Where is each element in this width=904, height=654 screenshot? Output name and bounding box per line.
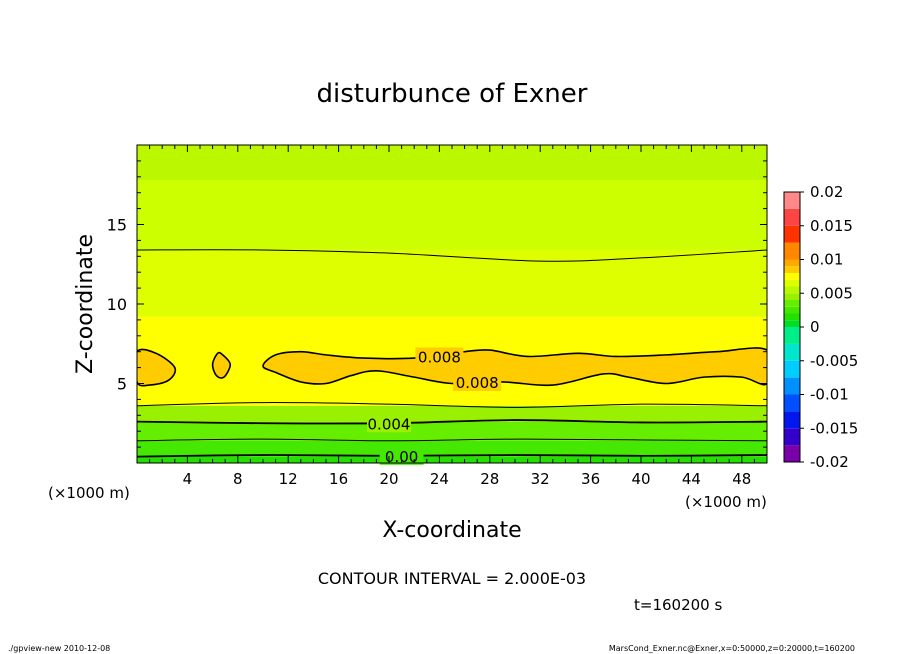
contour-region-1 (211, 351, 232, 379)
x-tick-label: 16 (329, 470, 348, 488)
colorbar-label: 0 (810, 318, 820, 336)
colorbar-label: -0.02 (810, 453, 849, 471)
colorbar-label: 0.005 (810, 284, 853, 302)
colorbar-label: -0.005 (810, 352, 858, 370)
contour-line-4 (137, 249, 767, 262)
contour-label-bg-0 (379, 446, 424, 465)
colorbar-band-0 (784, 445, 800, 462)
colorbar-band-10 (784, 306, 800, 314)
colorbar-label: -0.015 (810, 419, 858, 437)
filled-band-7 (137, 145, 767, 180)
colorbar-label: 0.01 (810, 251, 843, 269)
contour-line-3 (137, 402, 767, 408)
colorbar-band-20 (784, 208, 800, 226)
x-tick-label: 8 (233, 470, 243, 488)
colorbar-band-3 (784, 394, 800, 412)
colorbar-band-8 (784, 320, 800, 327)
x-tick-label: 32 (531, 470, 550, 488)
colorbar-band-13 (784, 286, 800, 294)
colorbar-band-4 (784, 377, 800, 395)
colorbar-band-7 (784, 327, 800, 344)
x-tick-label: 28 (480, 470, 499, 488)
colorbar-band-11 (784, 300, 800, 307)
colorbar-band-2 (784, 411, 800, 429)
x-unit-label: (×1000 m) (685, 493, 767, 511)
colorbar-labels: 0.02 0.015 0.01 0.005 0 -0.005 -0.01 -0.015 -0.0… (800, 183, 858, 471)
colorbar-band-15 (784, 273, 800, 280)
colorbar-band-5 (784, 360, 800, 378)
colorbar-band-14 (784, 279, 800, 287)
region-label-bg-2-1 (415, 347, 464, 366)
colorbar-band-1 (784, 428, 800, 446)
time-text: t=160200 s (634, 596, 722, 614)
filled-band-2 (137, 421, 767, 441)
filled-band-5 (137, 249, 767, 317)
colorbar-label: -0.01 (810, 386, 849, 404)
contour-lines (137, 249, 767, 458)
footer-left: ./gpview-new 2010-12-08 (8, 644, 110, 653)
chart-title: disturbunce of Exner (317, 79, 588, 109)
region-label-2-1: 0.008 (418, 348, 461, 366)
contour-label-bg-2 (367, 414, 411, 433)
colorbar-band-16 (784, 266, 800, 273)
contour-regions (137, 347, 767, 387)
y-axis-label: Z-coordinate (73, 234, 98, 374)
contour-line-2 (137, 419, 767, 425)
colorbar-band-6 (784, 343, 800, 361)
x-tick-label: 24 (430, 470, 449, 488)
filled-band-6 (137, 179, 767, 250)
colorbar-label: 0.02 (810, 183, 843, 201)
footer-right: MarsCond_Exner.nc@Exner,x=0:50000,z=0:20… (609, 644, 855, 653)
contour-label-0: 0.00 (385, 448, 418, 466)
plot-area (137, 145, 767, 463)
x-tick-label: 48 (732, 470, 751, 488)
filled-band-1 (137, 440, 767, 457)
colorbar-band-19 (784, 225, 800, 243)
contour-region-2 (262, 347, 767, 387)
contour-interval-text: CONTOUR INTERVAL = 2.000E-03 (318, 569, 586, 588)
y-unit-label: (×1000 m) (48, 484, 130, 502)
x-tick-label: 44 (682, 470, 701, 488)
y-tick-labels: 5 10 15 (107, 216, 127, 394)
axis-ticks (137, 145, 767, 463)
colorbar (784, 192, 800, 462)
region-label-bg-2-0 (453, 372, 502, 391)
contour-region-0 (137, 348, 177, 387)
colorbar-band-21 (784, 192, 800, 209)
contour-line-0 (137, 454, 767, 458)
x-axis-label: X-coordinate (382, 518, 521, 543)
y-tick-label: 10 (107, 295, 127, 314)
x-tick-label: 20 (379, 470, 398, 488)
region-label-2-0: 0.008 (456, 374, 499, 392)
x-tick-label: 12 (279, 470, 298, 488)
colorbar-band-9 (784, 313, 800, 321)
colorbar-band-12 (784, 293, 800, 300)
contour-label-2: 0.004 (368, 415, 411, 433)
colorbar-band-17 (784, 259, 800, 267)
x-tick-labels: 4 8 12 16 20 24 28 32 36 40 44 48 (183, 470, 752, 488)
y-tick-label: 5 (117, 375, 127, 394)
x-tick-label: 40 (631, 470, 650, 488)
x-tick-label: 36 (581, 470, 600, 488)
colorbar-label: 0.015 (810, 217, 853, 235)
x-tick-label: 4 (183, 470, 193, 488)
y-tick-label: 15 (107, 216, 127, 235)
filled-band-3 (137, 405, 767, 422)
contour-labels: 0.00 0.004 0.008 0.008 (367, 347, 502, 466)
colorbar-band-18 (784, 242, 800, 260)
contour-line-1 (137, 438, 767, 442)
